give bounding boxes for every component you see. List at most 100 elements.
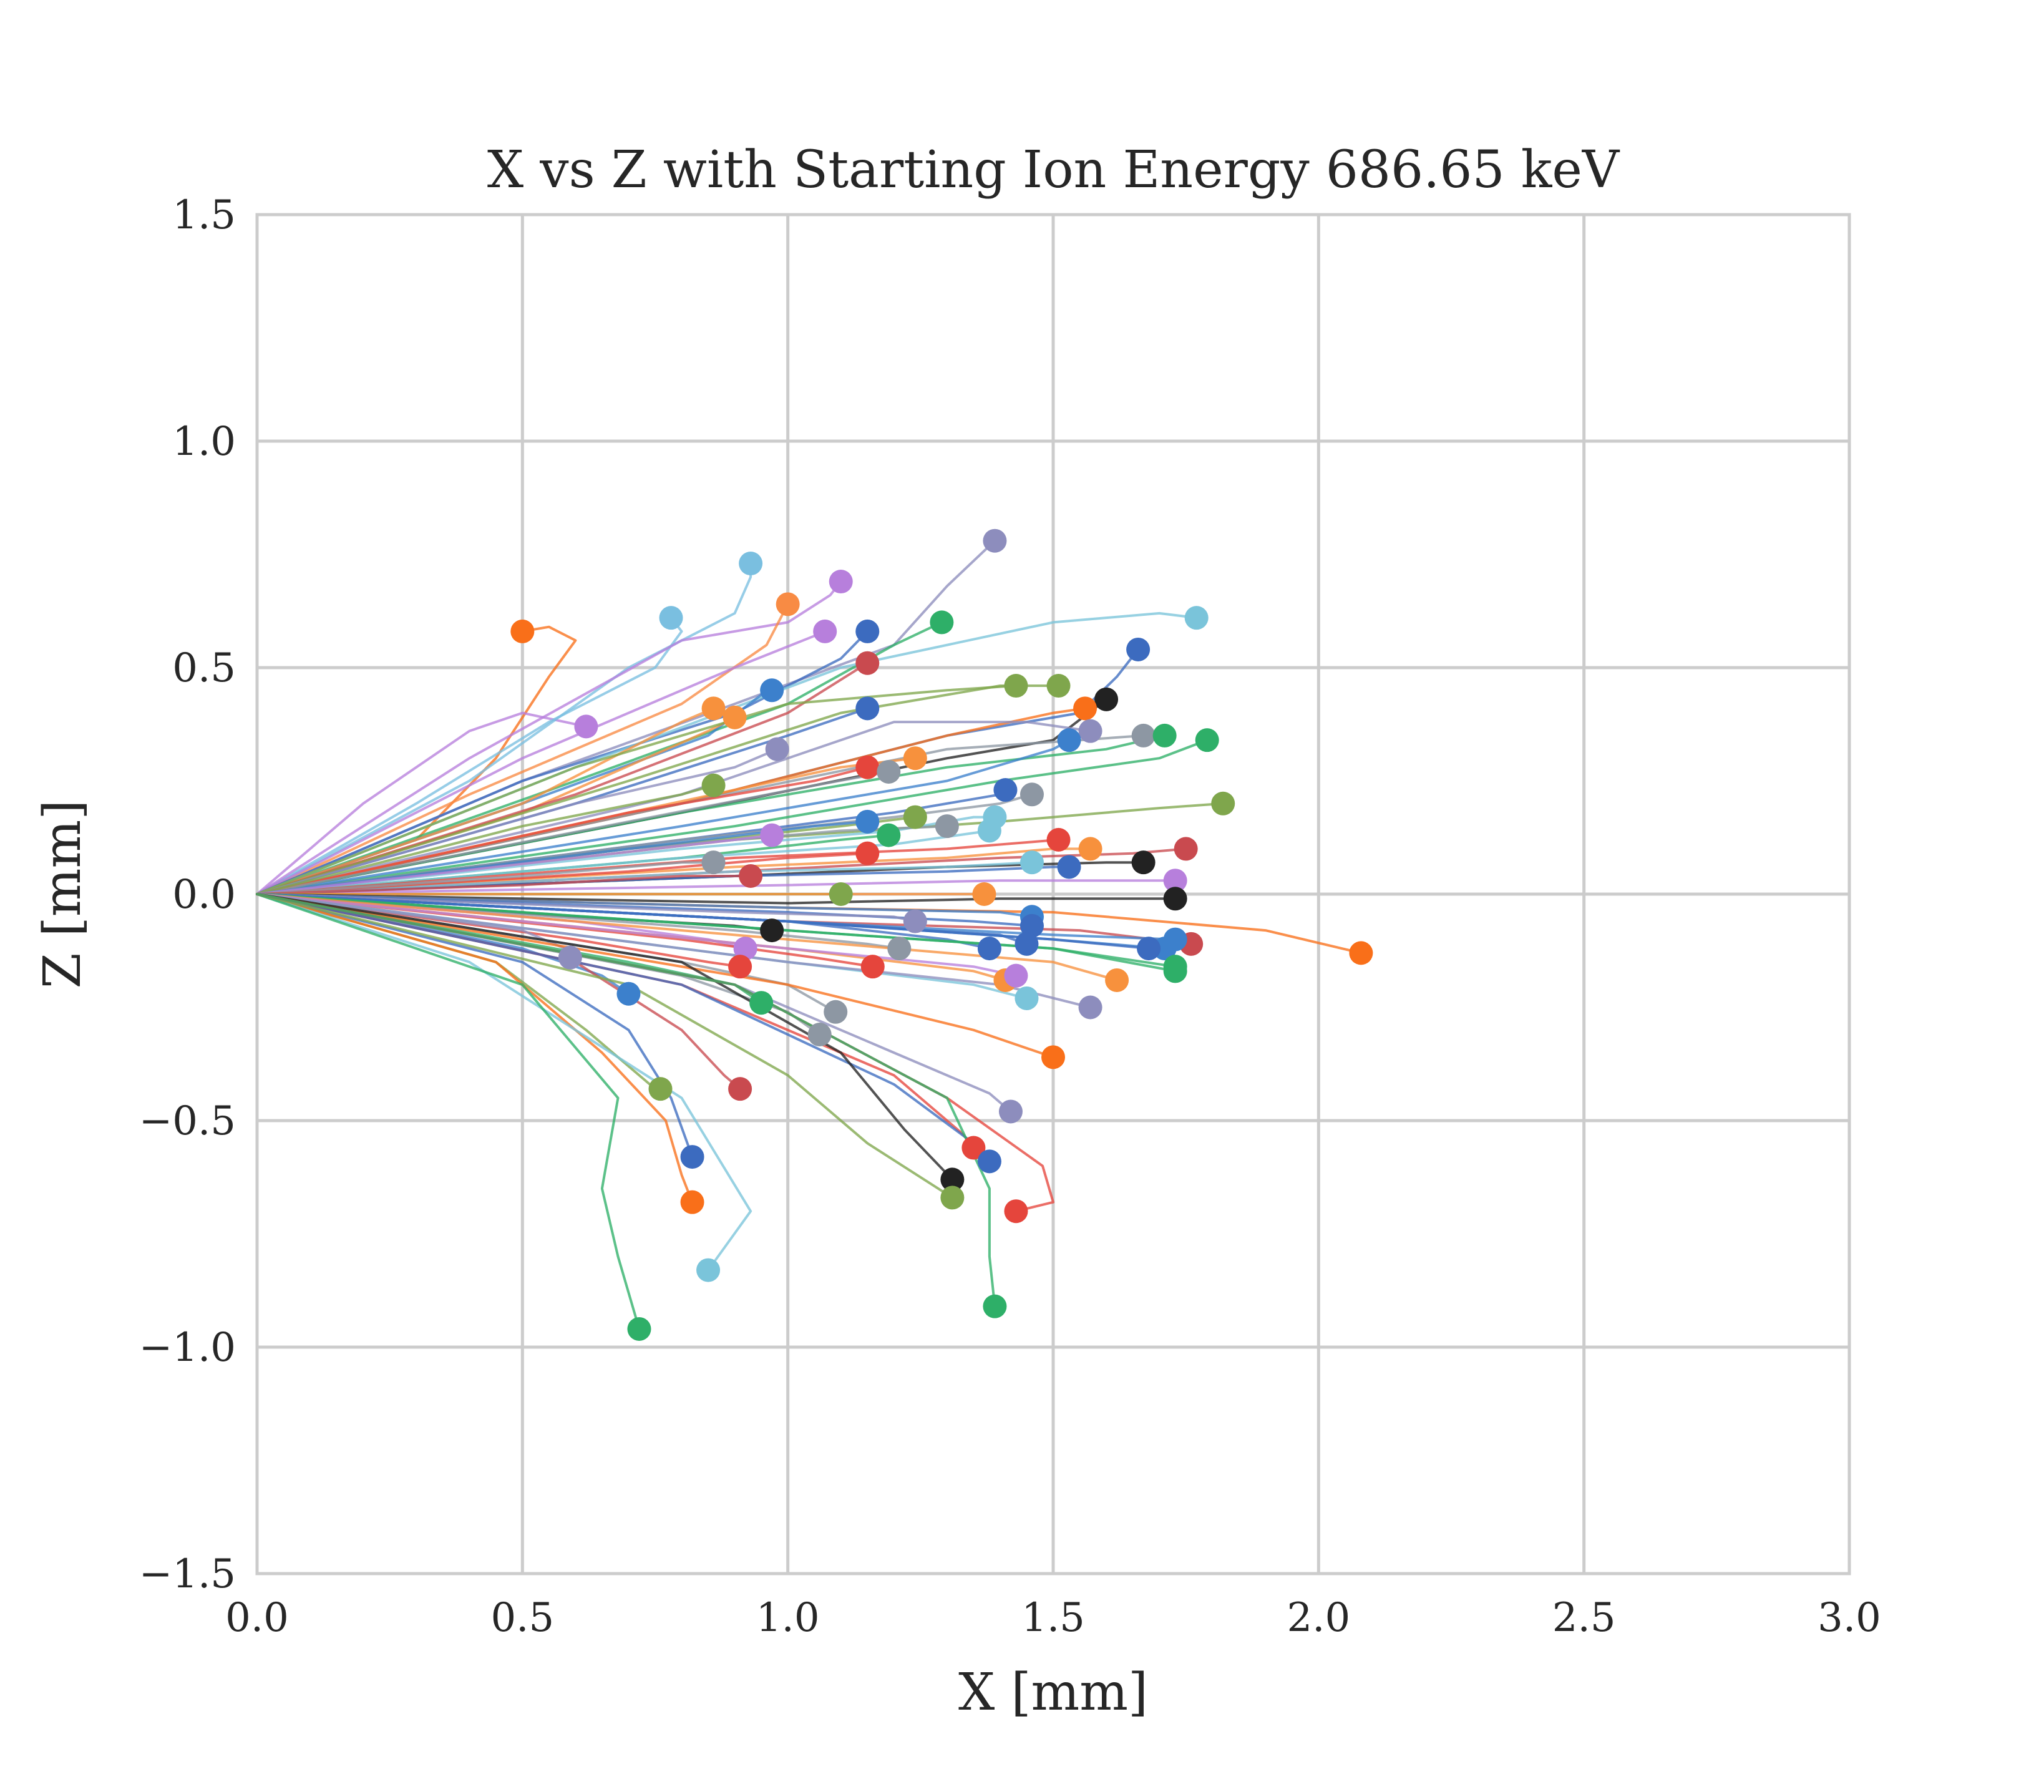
trajectory-end-marker-5	[829, 570, 853, 594]
trajectory-end-marker-88	[696, 1258, 721, 1282]
trajectory-line-56	[256, 893, 1033, 918]
trajectory-end-marker-67	[733, 937, 757, 961]
x-axis-label: X [mm]	[958, 1663, 1148, 1722]
trajectory-line-17	[256, 684, 1018, 895]
trajectory-end-marker-91	[977, 1149, 1001, 1174]
trajectory-end-marker-49	[760, 823, 784, 847]
trajectory-end-marker-53	[972, 882, 996, 906]
trajectory-line-32	[256, 784, 715, 895]
trajectory-end-marker-89	[627, 1317, 651, 1341]
trajectory-line-93	[256, 893, 954, 1199]
y-tick-label: −1.5	[139, 1551, 236, 1597]
trajectory-end-marker-38	[855, 809, 880, 834]
trajectory-end-marker-28	[765, 737, 789, 761]
trajectory-end-marker-81	[807, 1023, 832, 1047]
x-tick-label: 3.0	[1818, 1595, 1881, 1641]
y-tick-label: 0.5	[172, 645, 236, 691]
trajectory-line-30	[256, 766, 869, 895]
trajectory-end-marker-51	[739, 864, 763, 888]
trajectory-end-marker-46	[1057, 855, 1081, 879]
trajectory-line-3	[256, 616, 683, 895]
trajectory-line-6	[256, 603, 789, 895]
trajectory-line-74	[256, 893, 1018, 977]
trajectory-end-marker-6	[776, 592, 800, 616]
trajectory-end-marker-12	[760, 678, 784, 703]
trajectory-end-marker-3	[659, 606, 683, 630]
trajectory-end-marker-19	[1126, 637, 1151, 661]
trajectory-end-marker-18	[1046, 674, 1071, 698]
tick-labels: 0.0 0.5 1.0 1.5 2.0 2.5 3.0 −1.5 −1.0 −0.5 0.0 0.5 1…	[139, 192, 1881, 1641]
y-tick-label: 0.0	[172, 872, 236, 918]
trajectory-line-40	[256, 829, 991, 895]
trajectory-line-26	[256, 739, 1071, 895]
trajectory-line-54	[256, 893, 1177, 905]
trajectory-end-marker-20	[1094, 687, 1119, 711]
trajectory-end-marker-55	[1349, 941, 1373, 965]
trajectory-end-marker-25	[1195, 728, 1219, 752]
trajectory-line-22	[256, 721, 1092, 895]
trajectory-line-86	[256, 893, 694, 1159]
trajectory-end-marker-80	[824, 1000, 848, 1024]
trajectory-end-marker-62	[887, 937, 912, 961]
trajectory-end-marker-84	[728, 1077, 752, 1101]
trajectory-line-28	[256, 747, 779, 895]
x-tick-label: 0.5	[490, 1595, 554, 1641]
y-axis-label: Z [mm]	[33, 800, 92, 989]
trajectory-end-marker-36	[903, 805, 927, 829]
trajectory-end-marker-92	[940, 1167, 965, 1192]
trajectory-end-marker-94	[1004, 1199, 1028, 1224]
trajectory-end-marker-44	[1131, 850, 1156, 875]
trajectory-end-marker-78	[749, 991, 774, 1015]
trajectory-line-51	[256, 875, 752, 895]
trajectory-end-marker-83	[648, 1077, 673, 1101]
trajectory-end-marker-54	[1163, 887, 1187, 911]
trajectory-line-87	[256, 893, 694, 1204]
trajectory-end-marker-71	[728, 955, 752, 979]
trajectory-end-marker-48	[855, 841, 880, 865]
trajectory-end-marker-77	[1015, 986, 1039, 1010]
trajectory-end-marker-16	[855, 696, 880, 721]
trajectory-end-marker-4	[739, 552, 763, 576]
trajectory-end-marker-72	[1105, 968, 1129, 992]
trajectory-end-marker-31	[877, 759, 901, 784]
y-tick-label: −0.5	[139, 1098, 236, 1144]
trajectory-line-92	[256, 893, 954, 1181]
trajectory-end-marker-11	[1184, 606, 1209, 630]
trajectory-end-marker-8	[983, 528, 1007, 553]
trajectory-end-marker-42	[1078, 837, 1102, 861]
trajectory-line-2	[256, 711, 588, 895]
trajectory-end-marker-33	[993, 778, 1018, 802]
trajectory-line-41	[256, 838, 1060, 895]
trajectory-end-marker-27	[1211, 791, 1235, 816]
trajectory-end-marker-57	[1020, 913, 1044, 938]
trajectories	[256, 528, 1373, 1341]
trajectory-line-62	[256, 893, 901, 950]
trajectory-end-marker-52	[829, 882, 853, 906]
trajectory-line-50	[256, 861, 715, 895]
y-tick-label: −1.0	[139, 1325, 236, 1371]
x-tick-label: 2.0	[1287, 1595, 1350, 1641]
trajectory-end-marker-9	[855, 619, 880, 643]
trajectory-line-88	[256, 893, 752, 1272]
trajectory-line-31	[256, 771, 890, 895]
trajectory-end-marker-14	[723, 705, 747, 729]
trajectory-end-marker-47	[1020, 850, 1044, 875]
x-tick-label: 1.5	[1021, 1595, 1085, 1641]
trajectory-line-79	[256, 893, 1092, 1009]
x-tick-label: 1.0	[756, 1595, 820, 1641]
trajectory-end-marker-85	[998, 1099, 1023, 1124]
trajectory-line-45	[256, 879, 1177, 895]
trajectory-line-38	[256, 820, 869, 895]
trajectory-end-marker-15	[855, 651, 880, 675]
trajectory-end-marker-40	[977, 819, 1001, 843]
trajectory-end-marker-82	[1041, 1045, 1065, 1069]
y-tick-label: 1.5	[172, 192, 236, 238]
trajectory-end-marker-22	[1078, 719, 1102, 743]
trajectory-end-marker-45	[1163, 869, 1187, 893]
trajectory-end-marker-43	[1174, 837, 1198, 861]
trajectory-line-82	[256, 893, 1054, 1059]
trajectory-line-47	[256, 861, 1033, 895]
trajectory-end-marker-23	[1131, 723, 1156, 747]
trajectory-line-49	[256, 834, 774, 895]
